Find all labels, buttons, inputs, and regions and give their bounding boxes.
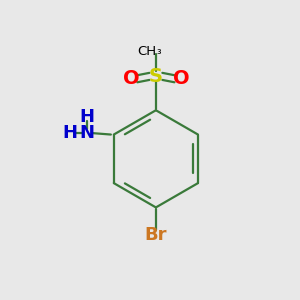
- Text: O: O: [122, 69, 139, 88]
- Text: O: O: [172, 69, 189, 88]
- Text: S: S: [149, 67, 163, 86]
- Text: CH: CH: [137, 45, 156, 58]
- Text: N: N: [80, 124, 95, 142]
- Text: ₃: ₃: [157, 46, 161, 56]
- Text: H: H: [80, 108, 95, 126]
- Text: H: H: [63, 124, 78, 142]
- Text: Br: Br: [145, 226, 167, 244]
